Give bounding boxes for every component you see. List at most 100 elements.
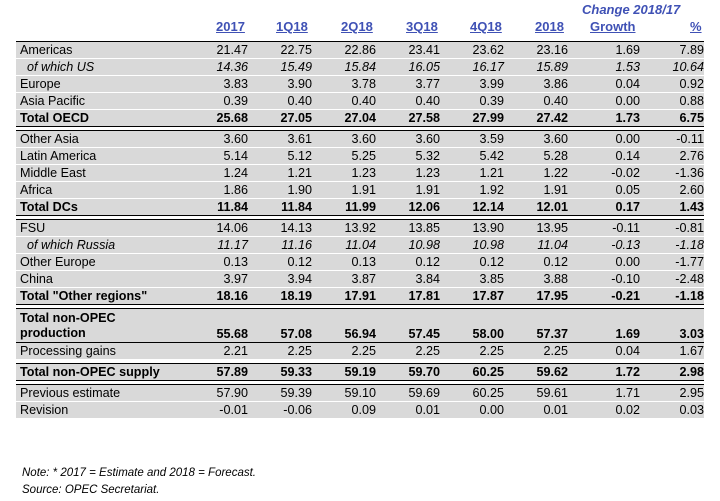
table-cell: 27.04 xyxy=(344,111,376,125)
table-cell: 1.92 xyxy=(479,183,504,197)
table-cell: 15.89 xyxy=(536,60,568,74)
row-group: Other Asia 3.60 3.61 3.60 3.60 3.59 3.60 0.00 -0… xyxy=(16,130,704,216)
table-cell: 27.42 xyxy=(536,111,568,125)
table-cell: 3.59 xyxy=(479,132,504,146)
table-cell: 0.88 xyxy=(679,94,704,108)
table-cell: 10.98 xyxy=(408,238,440,252)
table-cell: 3.78 xyxy=(351,77,376,91)
row-label: Total DCs xyxy=(20,200,78,214)
row-group: Previous estimate 57.90 59.39 59.10 59.69 60.… xyxy=(16,384,704,419)
row-label: Processing gains xyxy=(20,344,116,358)
table-cell: 2.98 xyxy=(679,365,704,379)
table-cell: 6.75 xyxy=(679,111,704,125)
table-cell: 2.25 xyxy=(415,344,440,358)
table-cell: 3.94 xyxy=(287,272,312,286)
table-cell: 3.88 xyxy=(543,272,568,286)
table-cell: 11.84 xyxy=(281,200,312,214)
table-cell: 59.10 xyxy=(344,386,376,400)
table-cell: 59.70 xyxy=(408,365,440,379)
table-cell: 3.83 xyxy=(223,77,248,91)
table-header: Change 2018/17 2017 1Q18 2Q18 3Q18 4Q18 … xyxy=(0,0,720,40)
row-group: FSU 14.06 14.13 13.92 13.85 13.90 13.95 -0.11 -0… xyxy=(16,219,704,305)
col-header-2q18: 2Q18 xyxy=(341,19,373,34)
table-cell: 0.39 xyxy=(479,94,504,108)
table-cell: 1.86 xyxy=(223,183,248,197)
table-cell: 0.00 xyxy=(615,132,640,146)
table-cell: 15.49 xyxy=(280,60,312,74)
table-cell: 3.60 xyxy=(543,132,568,146)
col-header-4q18: 4Q18 xyxy=(470,19,502,34)
table-cell: 60.25 xyxy=(472,386,504,400)
table-cell: 13.95 xyxy=(536,221,568,235)
row-label: FSU xyxy=(20,221,46,235)
table-cell: 59.39 xyxy=(280,386,312,400)
table-cell: 3.99 xyxy=(479,77,504,91)
table-cell: 1.91 xyxy=(351,183,376,197)
table-cell: 10.64 xyxy=(672,60,704,74)
table-row: Middle East 1.24 1.21 1.23 1.23 1.21 1.22 -0.02… xyxy=(16,165,704,182)
table-cell: 1.43 xyxy=(679,200,704,214)
table-cell: 0.01 xyxy=(543,403,568,417)
table-cell: 7.89 xyxy=(679,43,704,57)
table-cell: 57.89 xyxy=(216,365,248,379)
table-cell: 1.73 xyxy=(615,111,640,125)
table-cell: 2.95 xyxy=(679,386,704,400)
table-cell: 0.03 xyxy=(679,403,704,417)
table-cell: 58.00 xyxy=(472,327,504,341)
data-table: Americas 21.47 22.75 22.86 23.41 23.62 23.16 1.… xyxy=(16,41,704,419)
table-cell: 23.41 xyxy=(408,43,440,57)
table-cell: 21.47 xyxy=(216,43,248,57)
table-cell: 15.84 xyxy=(344,60,376,74)
row-group: Total non-OPEC production 55.68 57.08 56.94… xyxy=(16,308,704,360)
table-cell: -2.48 xyxy=(675,272,704,286)
table-cell: 1.69 xyxy=(615,43,640,57)
row-label: Middle East xyxy=(20,166,86,180)
table-cell: 23.62 xyxy=(472,43,504,57)
table-cell: 22.86 xyxy=(344,43,376,57)
table-cell: 17.81 xyxy=(408,289,440,303)
table-cell: 0.12 xyxy=(479,255,504,269)
table-cell: 1.24 xyxy=(223,166,248,180)
row-label: Total non-OPEC supply xyxy=(20,365,160,379)
table-cell: 57.90 xyxy=(216,386,248,400)
table-row: Asia Pacific 0.39 0.40 0.40 0.40 0.39 0.40 0.00… xyxy=(16,93,704,110)
table-cell: 0.13 xyxy=(223,255,248,269)
table-cell: 59.69 xyxy=(408,386,440,400)
table-cell: -0.06 xyxy=(283,403,312,417)
table-cell: 22.75 xyxy=(280,43,312,57)
table-row: of which Russia 11.17 11.16 11.04 10.98 10.98… xyxy=(16,237,704,254)
table-cell: 0.40 xyxy=(351,94,376,108)
col-header-2018: 2018 xyxy=(535,19,564,34)
table-cell: 2.25 xyxy=(287,344,312,358)
table-row: FSU 14.06 14.13 13.92 13.85 13.90 13.95 -0.11 -0… xyxy=(16,220,704,237)
table-cell: 2.21 xyxy=(223,344,248,358)
col-header-3q18: 3Q18 xyxy=(406,19,438,34)
table-cell: 2.76 xyxy=(679,149,704,163)
table-cell: 59.33 xyxy=(280,365,312,379)
table-cell: 1.90 xyxy=(287,183,312,197)
table-cell: -1.18 xyxy=(675,238,704,252)
table-row: Total non-OPEC production 55.68 57.08 56.94… xyxy=(16,309,704,343)
table-cell: 11.04 xyxy=(345,238,376,252)
table-cell: 2.60 xyxy=(679,183,704,197)
table-cell: -0.81 xyxy=(675,221,704,235)
table-cell: 1.67 xyxy=(679,344,704,358)
table-cell: 5.12 xyxy=(287,149,312,163)
table-row: Previous estimate 57.90 59.39 59.10 59.69 60.… xyxy=(16,385,704,402)
table-cell: -0.21 xyxy=(611,289,640,303)
table-cell: 5.28 xyxy=(543,149,568,163)
table-cell: 1.72 xyxy=(615,365,640,379)
table-cell: 1.23 xyxy=(415,166,440,180)
table-cell: 3.60 xyxy=(415,132,440,146)
table-cell: -0.01 xyxy=(219,403,248,417)
table-cell: 3.86 xyxy=(543,77,568,91)
row-label: Africa xyxy=(20,183,53,197)
table-cell: 59.62 xyxy=(536,365,568,379)
table-cell: 0.40 xyxy=(543,94,568,108)
table-row: Total DCs 11.84 11.84 11.99 12.06 12.14 12.01 0… xyxy=(16,199,704,216)
table-cell: 3.03 xyxy=(679,327,704,341)
table-cell: 0.02 xyxy=(615,403,640,417)
table-row: Total non-OPEC supply 57.89 59.33 59.19 59.7… xyxy=(16,364,704,381)
table-cell: 12.01 xyxy=(536,200,568,214)
table-cell: 3.60 xyxy=(223,132,248,146)
